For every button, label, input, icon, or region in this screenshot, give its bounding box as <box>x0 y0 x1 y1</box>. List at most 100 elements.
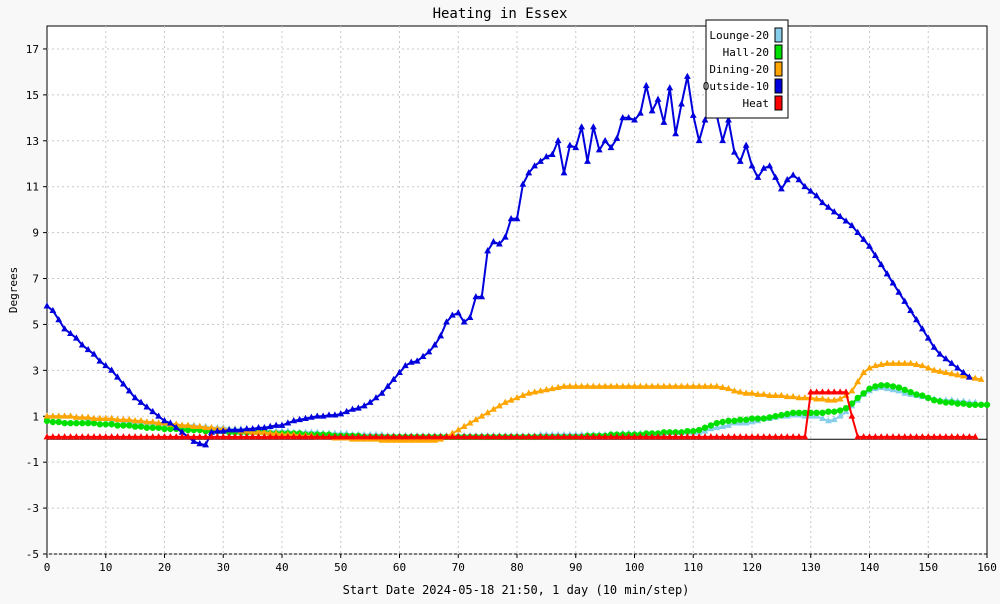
data-point <box>913 391 920 398</box>
data-point <box>537 433 544 440</box>
data-point <box>772 173 779 180</box>
data-point <box>79 419 86 427</box>
data-point <box>725 421 732 428</box>
data-point <box>719 383 727 390</box>
data-point <box>360 433 368 440</box>
data-point <box>61 419 68 427</box>
data-point <box>584 157 591 164</box>
data-point <box>213 433 221 440</box>
data-point <box>96 433 104 440</box>
data-point <box>114 433 121 440</box>
data-point <box>977 401 985 408</box>
data-point <box>190 433 198 440</box>
data-point <box>842 388 850 395</box>
data-point <box>854 433 862 440</box>
data-point <box>61 325 69 332</box>
data-point <box>249 433 257 440</box>
data-point <box>625 114 633 121</box>
data-point <box>208 423 215 431</box>
legend-label: Dining-20 <box>709 63 769 76</box>
data-point <box>55 412 63 419</box>
data-point <box>924 334 932 341</box>
data-point <box>360 402 368 409</box>
data-point <box>237 433 245 440</box>
data-point <box>748 415 756 422</box>
data-point <box>460 433 468 440</box>
data-point <box>707 382 715 389</box>
data-point <box>613 433 621 440</box>
data-point <box>155 424 162 431</box>
data-point <box>484 433 492 440</box>
data-point <box>108 433 116 440</box>
data-point <box>161 425 168 433</box>
data-point <box>918 361 926 369</box>
data-point <box>748 389 756 396</box>
data-point <box>678 429 685 436</box>
data-point <box>419 433 427 440</box>
data-point <box>484 247 492 254</box>
data-point <box>924 433 932 440</box>
data-point <box>566 382 574 389</box>
series-dining-20 <box>43 359 985 443</box>
data-point <box>966 401 973 408</box>
x-tick-label: 0 <box>44 561 51 574</box>
data-point <box>513 433 521 440</box>
data-point <box>149 407 157 415</box>
data-point <box>736 388 744 395</box>
data-point <box>266 433 274 440</box>
data-point <box>260 428 268 435</box>
data-point <box>701 382 709 389</box>
data-point <box>666 84 674 91</box>
data-point <box>90 350 98 357</box>
data-point <box>807 388 815 395</box>
data-point <box>302 414 309 421</box>
data-point <box>84 413 92 420</box>
data-point <box>672 130 680 137</box>
data-point <box>666 382 674 389</box>
data-point <box>396 368 403 376</box>
x-tick-label: 110 <box>683 561 703 574</box>
data-point <box>960 433 967 440</box>
data-point <box>801 409 809 417</box>
data-point <box>936 350 944 357</box>
data-point <box>284 433 292 440</box>
data-point <box>102 361 110 369</box>
data-point <box>836 212 844 219</box>
legend-label: Hall-20 <box>723 46 769 59</box>
data-point <box>296 433 304 440</box>
data-point <box>413 433 421 440</box>
legend-label: Outside-10 <box>703 80 769 93</box>
legend-swatch <box>774 44 783 60</box>
data-point <box>836 407 844 414</box>
data-point <box>49 412 57 419</box>
series-heat <box>43 388 979 440</box>
data-point <box>472 293 480 300</box>
data-point <box>43 412 51 419</box>
data-point <box>49 418 57 426</box>
data-point <box>589 433 597 440</box>
data-point <box>431 436 439 443</box>
data-point <box>642 382 650 389</box>
data-point <box>948 399 955 406</box>
x-tick-label: 90 <box>569 561 582 574</box>
data-point <box>918 325 926 332</box>
data-point <box>619 382 627 389</box>
data-point <box>290 433 298 440</box>
data-point <box>249 428 257 435</box>
data-point <box>266 429 274 436</box>
data-point <box>678 382 685 389</box>
series <box>43 72 991 448</box>
data-point <box>942 368 950 376</box>
data-point <box>772 433 779 440</box>
data-point <box>836 395 844 402</box>
data-point <box>854 228 862 236</box>
data-point <box>731 417 738 425</box>
data-point <box>249 425 257 432</box>
data-point <box>930 396 938 404</box>
data-point <box>90 414 98 421</box>
data-point <box>407 358 415 365</box>
data-point <box>178 421 186 428</box>
data-point <box>466 433 474 440</box>
data-point <box>719 422 727 429</box>
